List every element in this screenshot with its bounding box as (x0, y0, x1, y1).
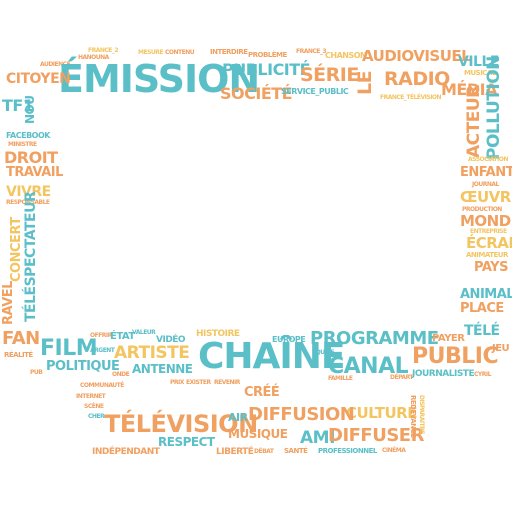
word-offrir: OFFRIR (90, 332, 112, 339)
word-communaute: COMMUNAUTÉ (80, 382, 124, 389)
word-audience: AUDIENCE (40, 61, 71, 68)
word-telespectateur: TÉLÉSPECTATEUR (23, 191, 39, 322)
word-droit: DROIT (4, 148, 58, 167)
word-fan: FAN (2, 328, 40, 349)
word-pollution: POLLUTION (484, 56, 504, 160)
word-chaine: CHAÎNE (198, 336, 346, 377)
word-france-television: FRANCE_TÉLÉVISION (380, 94, 442, 101)
word-travail: TRAVAIL (6, 165, 63, 180)
word-artiste: ARTISTE (114, 343, 190, 363)
word-cree: CRÉÉ (244, 385, 280, 400)
word-probleme: PROBLÈME (248, 51, 287, 59)
word-contenu: CONTENU (165, 49, 195, 56)
word-tele: TÉLÉ (464, 323, 500, 339)
word-famille: FAMILLE (328, 375, 353, 382)
word-cyril: CYRIL (474, 371, 491, 378)
word-politique: POLITIQUE (46, 359, 120, 374)
word-scene: SCÈNE (84, 403, 104, 410)
word-ministre: MINISTRE (8, 141, 37, 148)
word-pays: PAYS (474, 260, 508, 275)
word-valeur: VALEUR (132, 329, 156, 336)
word-journal: JOURNAL (472, 181, 499, 188)
word-argent: ARGENT (90, 347, 115, 354)
word-enfant: ENFANT (460, 165, 512, 180)
word-professionnel: PROFESSIONNEL (318, 447, 377, 455)
word-exister: EXISTER (186, 379, 211, 386)
word-respect: RESPECT (158, 435, 215, 449)
word-disparaitre: DISPARAITRE (418, 395, 425, 434)
word-acteur: ACTEUR (464, 85, 484, 158)
word-production: PRODUCTION (462, 206, 502, 213)
word-entreprise: ENTREPRISE (470, 228, 507, 235)
word-musique: MUSIQUE (228, 427, 288, 441)
word-citoyen: CITOYEN (6, 71, 71, 87)
word-air: AIR (228, 411, 248, 424)
word-video: VIDÉO (156, 335, 186, 345)
word-nou: NOU (23, 95, 37, 125)
word-internet: INTERNET (76, 393, 106, 400)
word-film: FILM (40, 336, 98, 361)
word-cher: CHER (88, 413, 105, 420)
word-france-3: FRANCE_3 (296, 48, 327, 55)
word-service-public: SERVICE_PUBLIC (281, 87, 349, 96)
word-cinema: CINÉMA (382, 447, 406, 454)
word-independant: INDÉPENDANT (92, 447, 160, 457)
word-le: LE (354, 70, 376, 95)
word-ville: VILLE (458, 54, 499, 70)
word-ecran: ÉCRAN (466, 234, 512, 252)
word-place: PLACE (460, 301, 504, 316)
word-responsable: RESPONSABLE (6, 199, 50, 206)
word-association: ASSOCIATION (468, 156, 508, 163)
word-ami: AMI (300, 428, 335, 448)
word-diffuser: DIFFUSER (328, 425, 424, 446)
word-vivre: VIVRE (6, 184, 51, 200)
word-culture: CULTURE (346, 404, 417, 422)
word-media: MÉDIA (441, 80, 497, 99)
word-interdire: INTERDIRE (210, 48, 248, 56)
word-public: PUBLIC (412, 344, 499, 369)
word-onde: ONDE (112, 371, 130, 378)
word-sante: SANTÉ (284, 447, 308, 455)
word-liberte: LIBERTÉ (216, 447, 254, 457)
word-tf1: TF1 (2, 96, 34, 115)
word-chanson: CHANSON (325, 51, 367, 60)
word-animateur: ANIMATEUR (466, 251, 508, 259)
word-payer: PAYER (432, 333, 465, 344)
word-realite: RÉALITÉ (4, 351, 33, 359)
word-mesure: MESURE (138, 49, 163, 56)
word-facebook: FACEBOOK (6, 131, 50, 140)
word-revenir: REVENIR (214, 379, 240, 386)
word-pub: PUB (30, 369, 43, 376)
word-europe: EUROPE (272, 335, 306, 344)
word-radio: RADIO (384, 68, 450, 90)
word-publicite: PUBLICITÉ (222, 60, 311, 79)
word-equipe: ÉQUIPE (312, 349, 334, 356)
word-etat: ÉTAT (110, 331, 135, 342)
word-animal: ANIMAL (460, 287, 512, 302)
word-prix: PRIX (170, 379, 184, 386)
word-oeuvre: ŒUVRE (460, 188, 512, 206)
word-histoire: HISTOIRE (196, 329, 240, 339)
word-jeu: JEU (492, 343, 510, 354)
word-journaliste: JOURNALISTE (412, 369, 475, 379)
word-debat: DÉBAT (254, 448, 274, 455)
word-societe: SOCIÉTÉ (220, 84, 293, 103)
word-france-2: FRANCE_2 (88, 47, 119, 54)
word-diffusion: DIFFUSION (248, 404, 355, 425)
word-audiovisuel: AUDIOVISUEL (362, 47, 471, 65)
word-ravel: RAVEL (1, 281, 16, 325)
word-serie: SÉRIE (300, 64, 359, 86)
word-concert: CONCERT (9, 217, 24, 282)
word-canal: CANAL (328, 354, 409, 379)
word-programme: PROGRAMME (310, 328, 439, 349)
word-hanouna: HANOUNA (78, 54, 109, 61)
word-television: TÉLÉVISION (104, 410, 258, 438)
word-emission: ÉMISSION (58, 57, 260, 101)
word-depart: DÉPART (390, 374, 414, 381)
word-antenne: ANTENNE (132, 362, 193, 376)
word-redevance: REDEVANCE (409, 395, 417, 438)
word-musical: MUSICAL (464, 69, 496, 77)
